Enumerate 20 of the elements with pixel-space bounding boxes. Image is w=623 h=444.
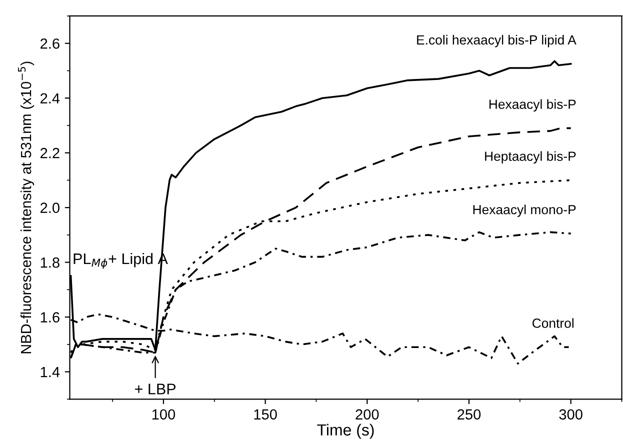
x-tick-label: 300 [559,409,582,420]
y-tick-label: 1.6 [40,312,60,322]
series-label: Heptaacyl bis-P [485,151,576,164]
annotation: + LBP [135,384,176,394]
y-axis-title: NBD-fluorescence intensity at 531nm (x10$^{−5}$) [18,62,34,354]
y-tick-label: 2.6 [40,38,60,49]
x-tick-label: 250 [458,409,481,420]
y-tick-label: 2.2 [40,148,60,158]
series-label: Hexaacyl bis-P [489,99,576,112]
y-tick-label: 1.4 [40,367,60,378]
x-axis-title: Time (s) [317,424,374,439]
x-tick-label: 150 [254,409,277,420]
series-label: Control [532,318,574,328]
series-label: E.coli hexaacyl bis-P lipid A [417,34,576,48]
series-label: Hexaacyl mono-P [473,204,576,217]
x-tick-label: 100 [152,409,176,420]
x-tick-label: 200 [356,409,379,420]
y-tick-label: 2.4 [40,93,60,104]
y-tick-label: 1.8 [40,257,60,268]
y-tick-label: 2.0 [40,202,60,213]
